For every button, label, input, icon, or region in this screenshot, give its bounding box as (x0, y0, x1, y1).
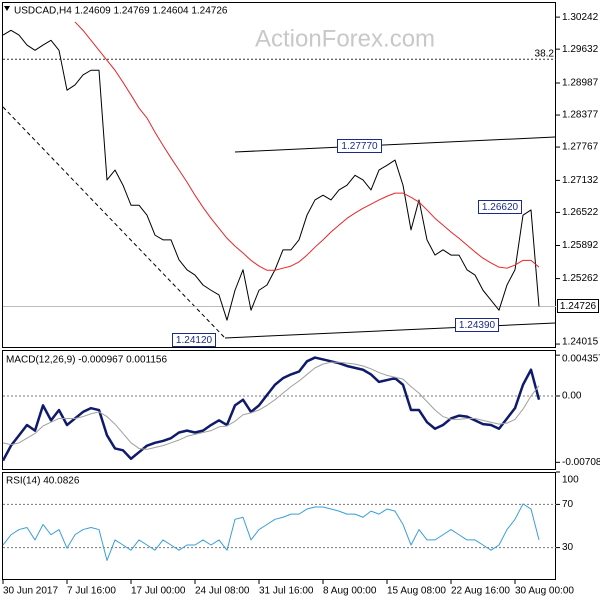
x-tick-label: 15 Aug 08:00 (387, 586, 446, 597)
price-label: 1.24120 (176, 335, 213, 346)
y-tick-label: 1.29632 (562, 44, 599, 55)
y-tick-label: 70 (562, 499, 574, 510)
panel-title: RSI(14) 40.0826 (6, 476, 80, 487)
price-label: 1.24390 (459, 320, 496, 331)
trend-line (234, 136, 556, 153)
y-tick-label: 100 (562, 475, 579, 486)
panel-title: MACD(12,26,9) -0.000967 0.001156 (6, 355, 167, 366)
series-line (1, 356, 541, 462)
x-tick-label: 24 Jul 08:00 (195, 586, 250, 597)
price-label-box (478, 200, 522, 214)
y-tick-label: 1.28377 (562, 110, 599, 121)
price-label-box (172, 333, 216, 347)
x-tick-label: 7 Jul 16:00 (67, 586, 116, 597)
y-tick-label: 1.27767 (562, 142, 599, 153)
macd-panel (2, 350, 556, 470)
level-label: 38.2 (535, 49, 555, 60)
panel-title: USDCAD,H4 1.24609 1.24769 1.24604 1.2472… (14, 6, 228, 17)
y-tick-label: 1.25892 (562, 240, 599, 251)
y-tick-label: 1.27132 (562, 175, 599, 186)
x-tick-label: 22 Aug 16:00 (451, 586, 510, 597)
x-tick-label: 30 Aug 00:00 (515, 586, 574, 597)
price-label-box (455, 318, 499, 332)
y-tick-label: 30 (562, 542, 574, 553)
y-tick-label: -0.007081 (562, 457, 600, 468)
title-icon (4, 6, 10, 11)
x-tick-label: 30 Jun 2017 (3, 586, 58, 597)
current-price-box (557, 299, 599, 313)
y-tick-label: 0.004357 (562, 354, 600, 365)
trend-line (2, 106, 226, 339)
y-tick-label: 1.25262 (562, 273, 599, 284)
rsi-panel (2, 472, 556, 580)
y-tick-label: 1.30242 (562, 12, 599, 23)
x-tick-label: 31 Jul 16:00 (259, 586, 314, 597)
series-line (2, 29, 540, 321)
trend-line (224, 322, 556, 339)
series-line (2, 361, 540, 450)
y-tick-label: 1.28987 (562, 78, 599, 89)
y-tick-label: 1.24015 (562, 337, 599, 348)
price-label: 1.27770 (341, 141, 378, 152)
y-tick-label: 1.26522 (562, 207, 599, 218)
price-label: 1.26620 (482, 202, 519, 213)
watermark: ActionForex.com (255, 25, 435, 52)
current-price-label: 1.24726 (560, 301, 597, 312)
price-panel (2, 2, 556, 348)
series-line (74, 21, 540, 271)
price-label-box (337, 139, 382, 153)
series-line (2, 503, 540, 561)
x-tick-label: 8 Aug 00:00 (323, 586, 377, 597)
x-tick-label: 17 Jul 00:00 (131, 586, 186, 597)
y-tick-label: 0.00 (562, 391, 582, 402)
